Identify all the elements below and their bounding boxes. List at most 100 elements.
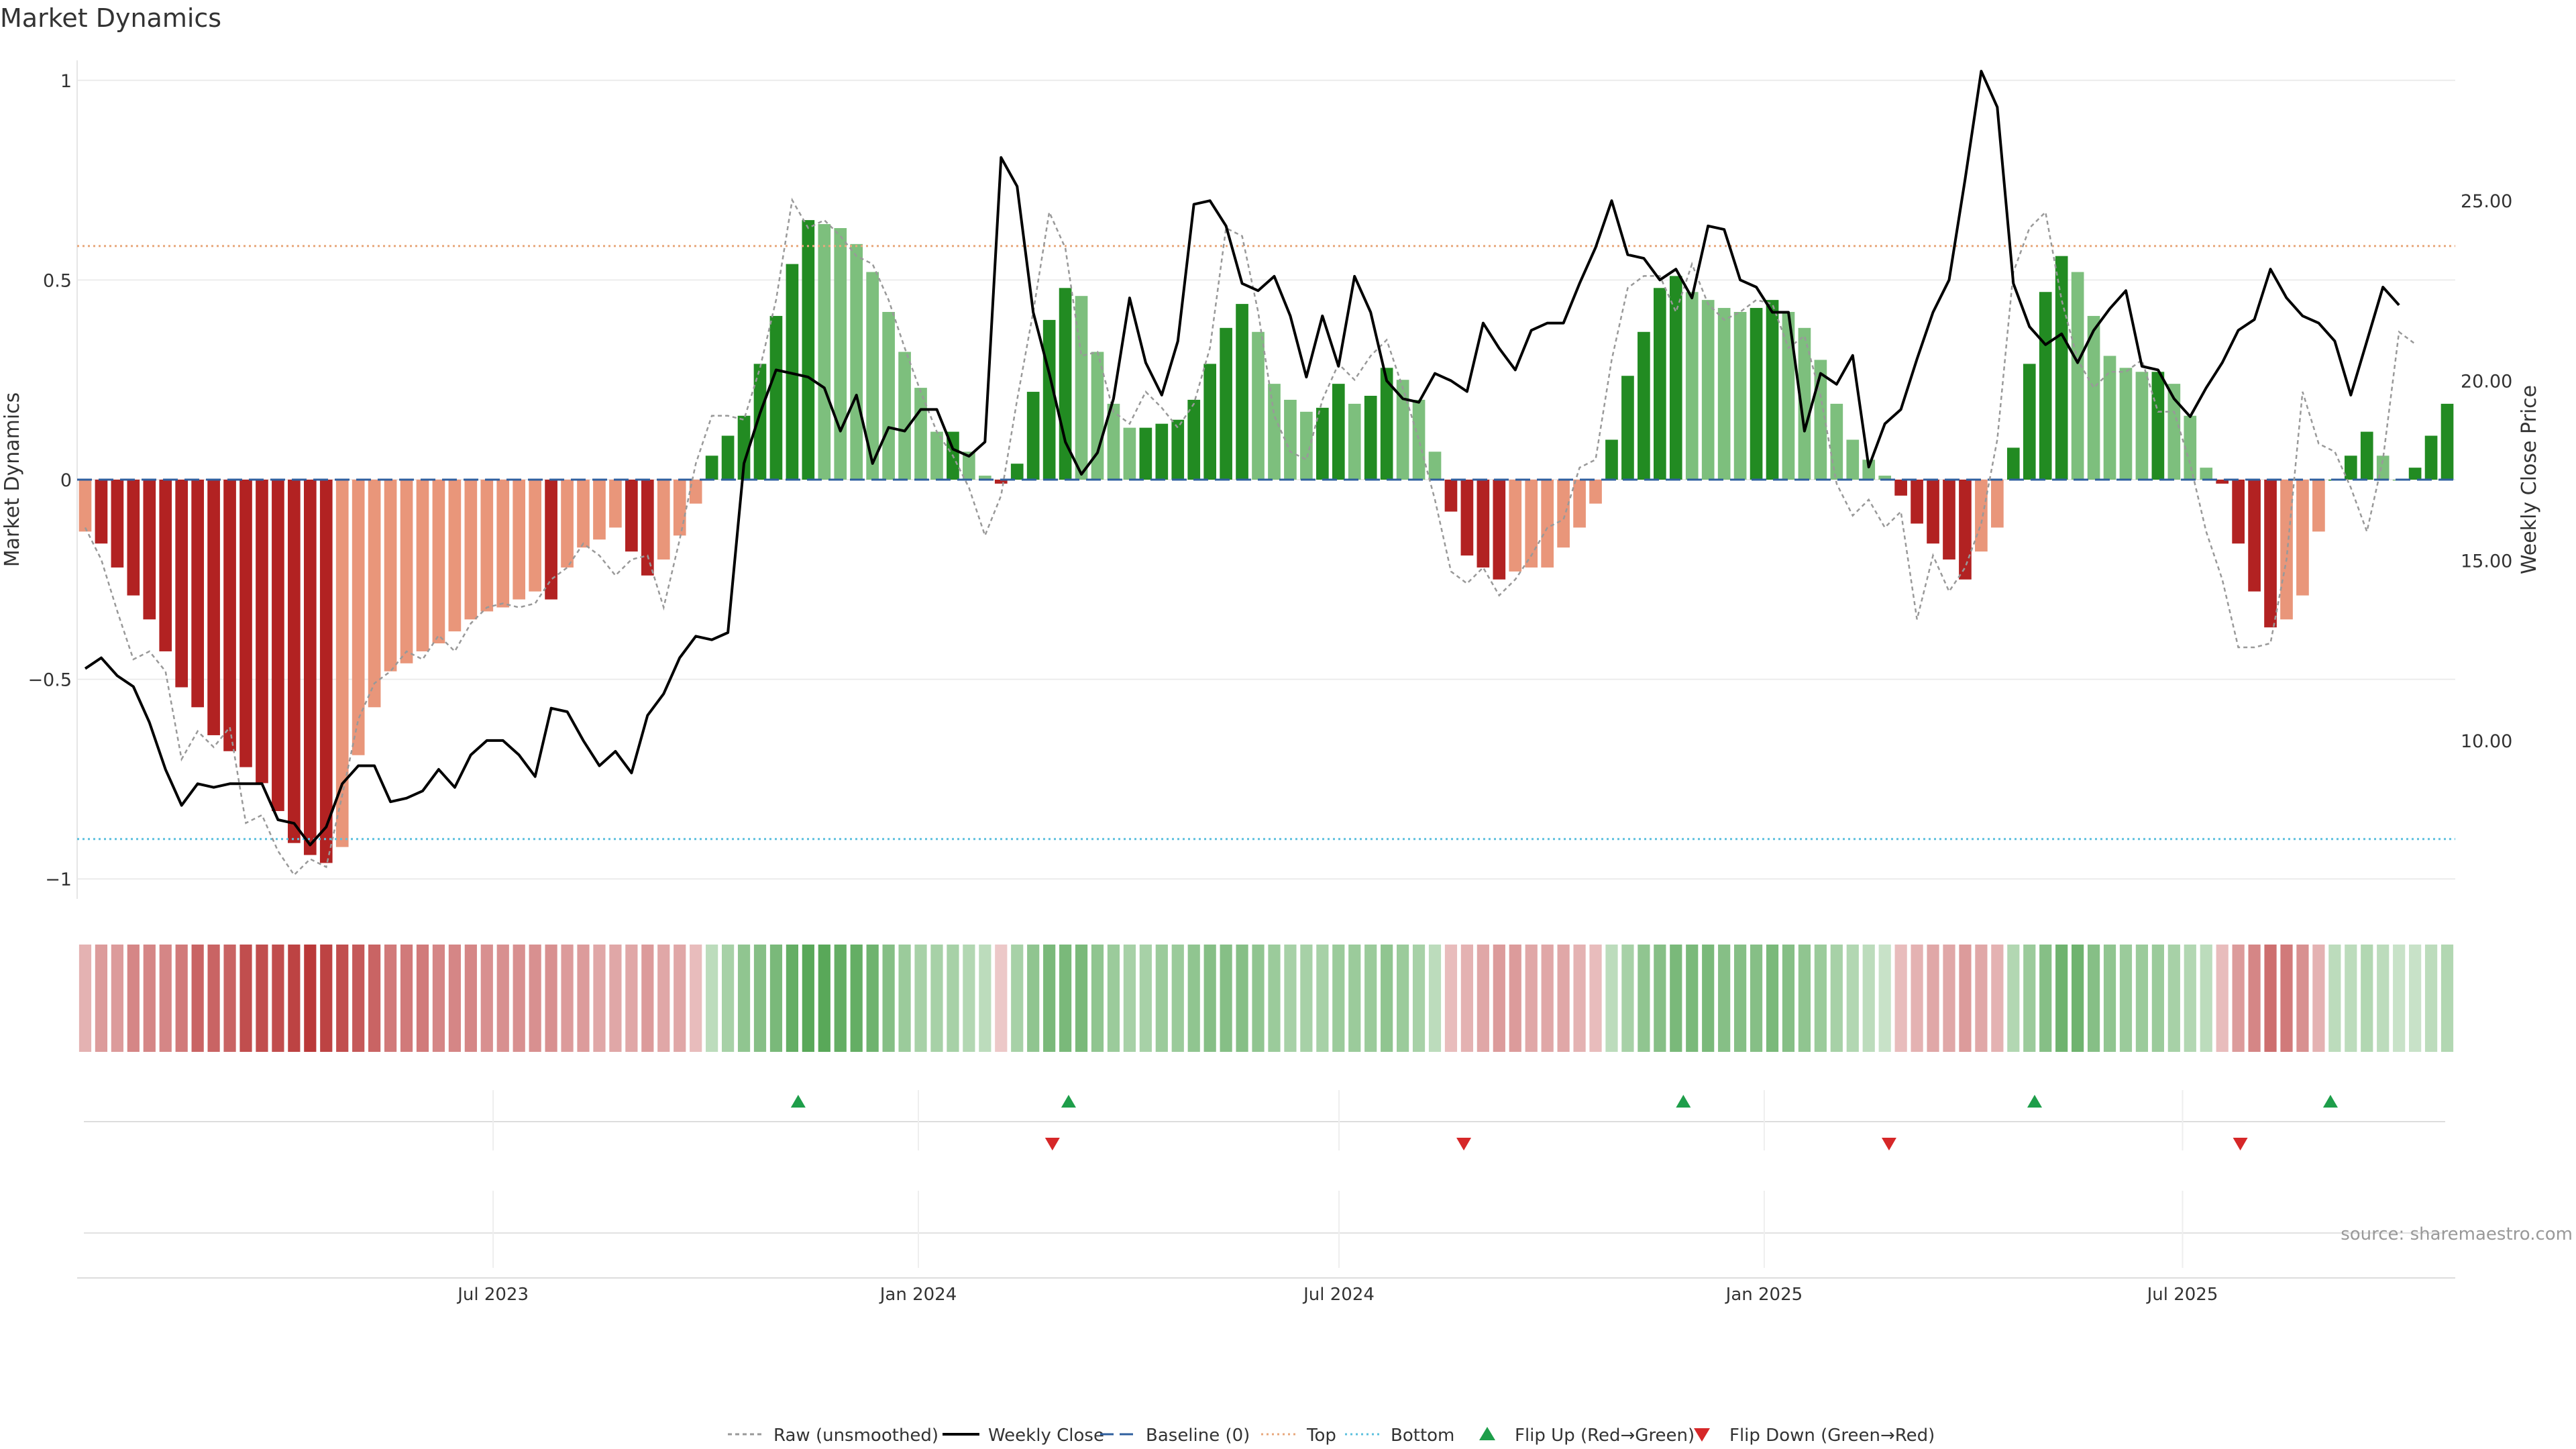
chart-title: Market Dynamics <box>0 3 221 33</box>
regime-cell <box>802 945 814 1052</box>
bar <box>1396 380 1409 480</box>
regime-cell <box>480 945 493 1052</box>
bar <box>1444 480 1458 512</box>
regime-cell <box>2361 945 2373 1052</box>
regime-cell <box>1139 945 1152 1052</box>
regime-cell <box>1654 945 1666 1052</box>
bar <box>818 224 831 480</box>
regime-cell <box>2296 945 2309 1052</box>
bar <box>191 480 204 708</box>
bar <box>1814 360 1827 480</box>
y-tick-label: 0.5 <box>43 270 72 291</box>
regime-cell <box>1348 945 1361 1052</box>
legend-entry: Weekly Close <box>943 1426 1104 1446</box>
regime-cell <box>786 945 798 1052</box>
bar <box>127 480 140 596</box>
regime-cell <box>1187 945 1200 1052</box>
regime-cell <box>1750 945 1763 1052</box>
regime-cell <box>721 945 735 1052</box>
bar <box>1894 480 1907 496</box>
regime-cell <box>2216 945 2229 1052</box>
regime-cell <box>239 945 252 1052</box>
regime-cell <box>2248 945 2261 1052</box>
regime-cell <box>625 945 638 1052</box>
regime-cell <box>513 945 525 1052</box>
bar <box>914 388 927 480</box>
legend-label: Weekly Close <box>988 1426 1104 1446</box>
bar <box>1733 312 1747 480</box>
bar <box>1927 480 1939 544</box>
bar <box>1075 296 1088 480</box>
bar <box>496 480 510 608</box>
regime-cell <box>737 945 751 1052</box>
bar <box>207 480 220 735</box>
bar <box>78 480 92 532</box>
regime-cell <box>1075 945 1088 1052</box>
regime-cell <box>2345 945 2357 1052</box>
bar <box>1236 304 1248 480</box>
regime-cell <box>1509 945 1521 1052</box>
regime-cell <box>2055 945 2068 1052</box>
regime-cell <box>191 945 204 1052</box>
y2-tick-label: 15.00 <box>2461 551 2512 572</box>
bar <box>2216 480 2229 484</box>
bar <box>1380 368 1393 480</box>
bar <box>850 244 863 480</box>
regime-cell <box>593 945 606 1052</box>
bar <box>223 480 236 751</box>
regime-cell <box>95 945 108 1052</box>
bar <box>1959 480 1972 580</box>
regime-cell <box>769 945 783 1052</box>
bar <box>1091 352 1104 480</box>
bar <box>2135 372 2149 480</box>
regime-cell <box>1975 945 1988 1052</box>
bar <box>1220 327 1232 480</box>
regime-cell <box>2023 945 2036 1052</box>
flip-markers <box>790 1095 2338 1150</box>
y-axis-ticks: 1 0.5 0 −0.5 −1 <box>28 71 72 890</box>
regime-cell <box>995 945 1008 1052</box>
legend-label: Bottom <box>1391 1426 1454 1446</box>
regime-cell <box>1107 945 1120 1052</box>
regime-cell <box>1557 945 1570 1052</box>
regime-cell <box>1252 945 1265 1052</box>
bar <box>994 480 1008 484</box>
bar <box>1171 419 1185 480</box>
bar <box>1042 319 1056 480</box>
bar <box>1428 451 1442 480</box>
regime-cell <box>2167 945 2180 1052</box>
bar <box>1653 288 1666 480</box>
regime-cell <box>256 945 268 1052</box>
regime-cell <box>1830 945 1843 1052</box>
y2-tick-label: 10.00 <box>2461 731 2512 752</box>
regime-cell <box>304 945 317 1052</box>
bar <box>1766 300 1779 480</box>
bar <box>641 480 654 576</box>
regime-cell <box>914 945 927 1052</box>
regime-cell <box>947 945 959 1052</box>
bar <box>930 431 943 480</box>
regime-cell <box>2103 945 2116 1052</box>
bar <box>2264 480 2277 628</box>
bar <box>2103 356 2116 480</box>
bar <box>1878 476 1892 480</box>
regime-cell <box>368 945 381 1052</box>
regime-cell <box>1444 945 1458 1052</box>
regime-cell <box>159 945 172 1052</box>
regime-cell <box>2151 945 2164 1052</box>
x-tick-label: Jul 2024 <box>1302 1285 1375 1305</box>
bar <box>1750 308 1763 480</box>
bar <box>2424 435 2438 480</box>
bar <box>898 352 911 480</box>
regime-cell <box>384 945 397 1052</box>
bar <box>2360 431 2373 480</box>
bar <box>1412 399 1426 480</box>
regime-cell <box>2312 945 2325 1052</box>
bar <box>1268 384 1281 480</box>
bar <box>2119 368 2133 480</box>
bar <box>464 480 478 620</box>
regime-cell <box>207 945 220 1052</box>
bar <box>2200 468 2213 480</box>
bar <box>721 435 735 480</box>
regime-cell <box>641 945 654 1052</box>
